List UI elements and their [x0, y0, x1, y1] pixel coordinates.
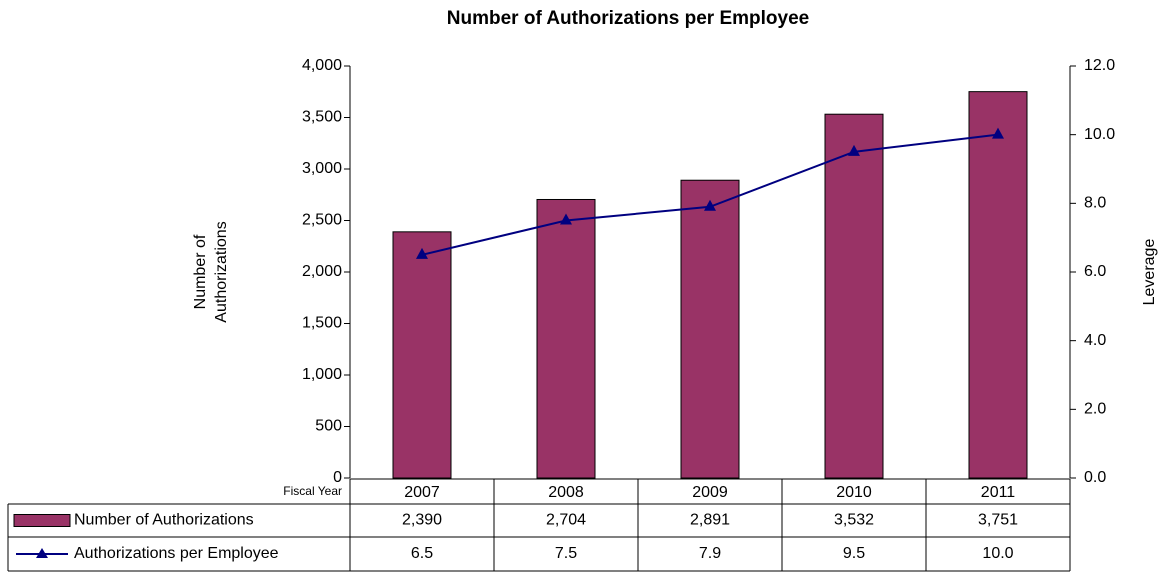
- y-tick-label: 500: [315, 418, 342, 435]
- y2-tick-label: 4.0: [1084, 332, 1106, 349]
- table-value: 2,704: [546, 512, 586, 529]
- table-value: 2,390: [402, 512, 442, 529]
- x-tick-label: 2010: [836, 484, 872, 501]
- y-tick-label: 1,000: [302, 366, 342, 383]
- table-value: 2,891: [690, 512, 730, 529]
- y-tick-label: 3,000: [302, 160, 342, 177]
- table-value: 3,751: [978, 512, 1018, 529]
- y-tick-label: 0: [333, 469, 342, 486]
- line-marker: [704, 199, 716, 211]
- bar: [536, 198, 596, 479]
- legend-swatch: [13, 514, 71, 527]
- y2-tick-label: 6.0: [1084, 263, 1106, 280]
- line-marker: [560, 213, 572, 225]
- table-value: 9.5: [843, 545, 865, 562]
- x-tick-label: 2008: [548, 484, 584, 501]
- x-tick-label: 2009: [692, 484, 728, 501]
- table-value: 3,532: [834, 512, 874, 529]
- y2-axis-label: Leverage: [1141, 239, 1158, 306]
- line-marker: [848, 144, 860, 156]
- table-value: 7.9: [699, 545, 721, 562]
- y-tick-label: 4,000: [302, 57, 342, 74]
- y2-tick-label: 0.0: [1084, 469, 1106, 486]
- x-tick-label: 2011: [981, 484, 1016, 501]
- legend-label: Authorizations per Employee: [74, 545, 279, 562]
- y-tick-label: 2,000: [302, 263, 342, 280]
- bar: [392, 231, 452, 479]
- x-tick-label: 2007: [404, 484, 440, 501]
- y2-tick-label: 2.0: [1084, 401, 1106, 418]
- table-value: 6.5: [411, 545, 433, 562]
- y2-tick-label: 8.0: [1084, 195, 1106, 212]
- legend-marker: [36, 548, 48, 558]
- table-value: 10.0: [982, 545, 1013, 562]
- bar: [824, 113, 884, 479]
- chart-title: Number of Authorizations per Employee: [447, 8, 809, 29]
- y-tick-label: 3,500: [302, 109, 342, 126]
- bar: [968, 91, 1028, 479]
- x-axis-label: Fiscal Year: [283, 484, 342, 498]
- bar: [680, 179, 740, 479]
- y-tick-label: 1,500: [302, 315, 342, 332]
- y2-tick-label: 12.0: [1084, 57, 1115, 74]
- legend-label: Number of Authorizations: [74, 512, 254, 529]
- y-axis-label: Authorizations: [213, 221, 230, 322]
- line-marker: [416, 247, 428, 259]
- line-marker: [992, 127, 1004, 139]
- y-tick-label: 2,500: [302, 212, 342, 229]
- table-value: 7.5: [555, 545, 577, 562]
- y2-tick-label: 10.0: [1084, 126, 1115, 143]
- y-axis-label: Number of: [192, 234, 209, 309]
